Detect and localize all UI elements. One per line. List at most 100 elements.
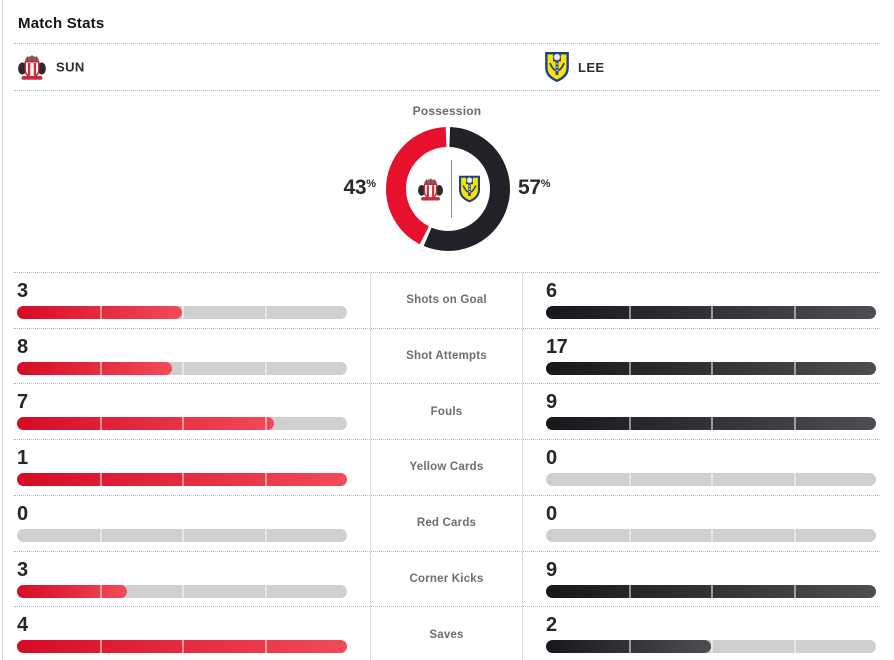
away-stat-cell: 0 bbox=[523, 440, 880, 495]
away-stat-cell: 0 bbox=[523, 496, 880, 551]
away-stat-value: 6 bbox=[546, 280, 557, 302]
bar-segment-line bbox=[711, 473, 713, 487]
bar-segment-line bbox=[628, 417, 631, 431]
page-title: Match Stats bbox=[18, 15, 105, 32]
stat-row: 3 Corner Kicks 9 bbox=[14, 550, 880, 607]
home-stat-value: 3 bbox=[17, 558, 28, 581]
stat-label-cell: Saves bbox=[370, 607, 523, 660]
sunderland-crest-icon bbox=[417, 176, 444, 202]
home-stat-bar bbox=[17, 361, 347, 375]
home-stat-cell: 0 bbox=[14, 496, 370, 551]
away-stat-value: 9 bbox=[546, 391, 557, 414]
home-stat-bar bbox=[17, 528, 347, 542]
possession-away-value: 57% bbox=[518, 176, 638, 200]
team-home-abbr: SUN bbox=[56, 59, 85, 75]
stat-label-cell: Yellow Cards bbox=[370, 440, 523, 495]
away-stat-bar bbox=[546, 417, 876, 431]
bar-segment-line bbox=[793, 640, 796, 654]
percent-sign: % bbox=[366, 178, 376, 190]
home-stat-cell: 8 bbox=[14, 329, 370, 384]
home-stat-cell: 3 bbox=[14, 552, 370, 607]
divider bbox=[14, 43, 880, 44]
home-stat-bar bbox=[17, 306, 347, 319]
home-stat-bar-fill bbox=[17, 584, 127, 598]
bar-segment-line bbox=[99, 473, 102, 487]
stat-label-cell: Fouls bbox=[370, 384, 523, 440]
percent-sign: % bbox=[540, 178, 551, 190]
bar-segment-line bbox=[628, 473, 631, 487]
home-stat-value: 1 bbox=[17, 447, 28, 470]
bar-segment-line bbox=[99, 361, 102, 375]
bar-segment-line bbox=[264, 417, 267, 431]
stat-label: Red Cards bbox=[416, 517, 477, 530]
stat-label-cell: Corner Kicks bbox=[370, 551, 523, 607]
bar-segment-line bbox=[264, 473, 267, 487]
bar-segment-line bbox=[182, 528, 184, 542]
away-stat-bar bbox=[546, 306, 876, 319]
bar-segment-line bbox=[628, 306, 631, 319]
bar-segment-line bbox=[264, 528, 267, 542]
leeds-crest-icon bbox=[545, 52, 569, 82]
bar-segment-line bbox=[182, 361, 184, 375]
home-stat-value: 3 bbox=[17, 280, 28, 302]
home-stat-bar bbox=[17, 417, 347, 431]
bar-segment-line bbox=[628, 640, 631, 654]
bar-segment-line bbox=[628, 584, 631, 598]
teams-row: SUN LEE bbox=[0, 44, 894, 90]
bar-segment-line bbox=[182, 584, 184, 598]
bar-segment-line bbox=[711, 417, 713, 431]
divider bbox=[14, 90, 880, 91]
bar-segment-line bbox=[182, 417, 184, 431]
stat-row: 4 Saves 2 bbox=[14, 606, 880, 660]
bar-segment-line bbox=[99, 528, 102, 542]
home-stat-cell: 3 bbox=[14, 273, 370, 328]
bar-segment-line bbox=[264, 361, 267, 375]
stat-row: 0 Red Cards 0 bbox=[14, 494, 880, 551]
home-stat-cell: 4 bbox=[14, 607, 370, 660]
stat-row: 8 Shot Attempts 17 bbox=[14, 327, 880, 384]
home-stat-value: 8 bbox=[17, 335, 28, 358]
bar-segment-line bbox=[793, 417, 796, 431]
sunderland-crest-icon bbox=[17, 53, 47, 82]
away-stat-value: 0 bbox=[546, 447, 557, 470]
center-divider bbox=[450, 160, 452, 218]
home-stat-value: 7 bbox=[17, 391, 28, 414]
away-stat-value: 17 bbox=[546, 335, 568, 358]
away-stat-bar bbox=[546, 640, 876, 654]
possession-home-arc bbox=[386, 127, 510, 251]
home-stat-bar bbox=[17, 473, 347, 487]
bar-segment-line bbox=[182, 473, 184, 487]
possession-title: Possession bbox=[412, 104, 482, 118]
bar-segment-line bbox=[99, 306, 102, 319]
home-stat-value: 4 bbox=[17, 614, 28, 637]
bar-segment-line bbox=[182, 306, 184, 319]
team-away-abbr: LEE bbox=[578, 59, 605, 75]
bar-segment-line bbox=[711, 584, 713, 598]
stat-row: 3 Shots on Goal 6 bbox=[14, 272, 880, 328]
bar-segment-line bbox=[793, 528, 796, 542]
away-stat-cell: 9 bbox=[523, 384, 880, 439]
home-stat-bar-fill bbox=[17, 361, 173, 375]
away-stat-bar bbox=[546, 361, 876, 375]
stat-label-cell: Red Cards bbox=[370, 495, 523, 551]
home-stat-cell: 7 bbox=[14, 384, 370, 439]
donut-center bbox=[386, 127, 510, 251]
bar-segment-line bbox=[182, 640, 184, 654]
bar-segment-line bbox=[628, 528, 631, 542]
home-stat-bar bbox=[17, 584, 347, 598]
away-stat-cell: 9 bbox=[523, 552, 880, 607]
home-stat-cell: 1 bbox=[14, 440, 370, 495]
bar-segment-line bbox=[711, 528, 713, 542]
home-stat-bar bbox=[17, 640, 347, 654]
stat-label-cell: Shot Attempts bbox=[370, 328, 523, 384]
possession-home-value: 43% bbox=[256, 176, 376, 200]
bar-segment-line bbox=[793, 306, 796, 319]
stat-label: Yellow Cards bbox=[409, 461, 484, 474]
bar-segment-line bbox=[264, 584, 267, 598]
away-stat-value: 0 bbox=[546, 502, 557, 525]
bar-segment-line bbox=[264, 640, 267, 654]
bar-segment-line bbox=[99, 640, 102, 654]
away-stat-cell: 17 bbox=[523, 329, 880, 384]
bar-segment-line bbox=[99, 417, 102, 431]
away-stat-value: 2 bbox=[546, 614, 557, 637]
